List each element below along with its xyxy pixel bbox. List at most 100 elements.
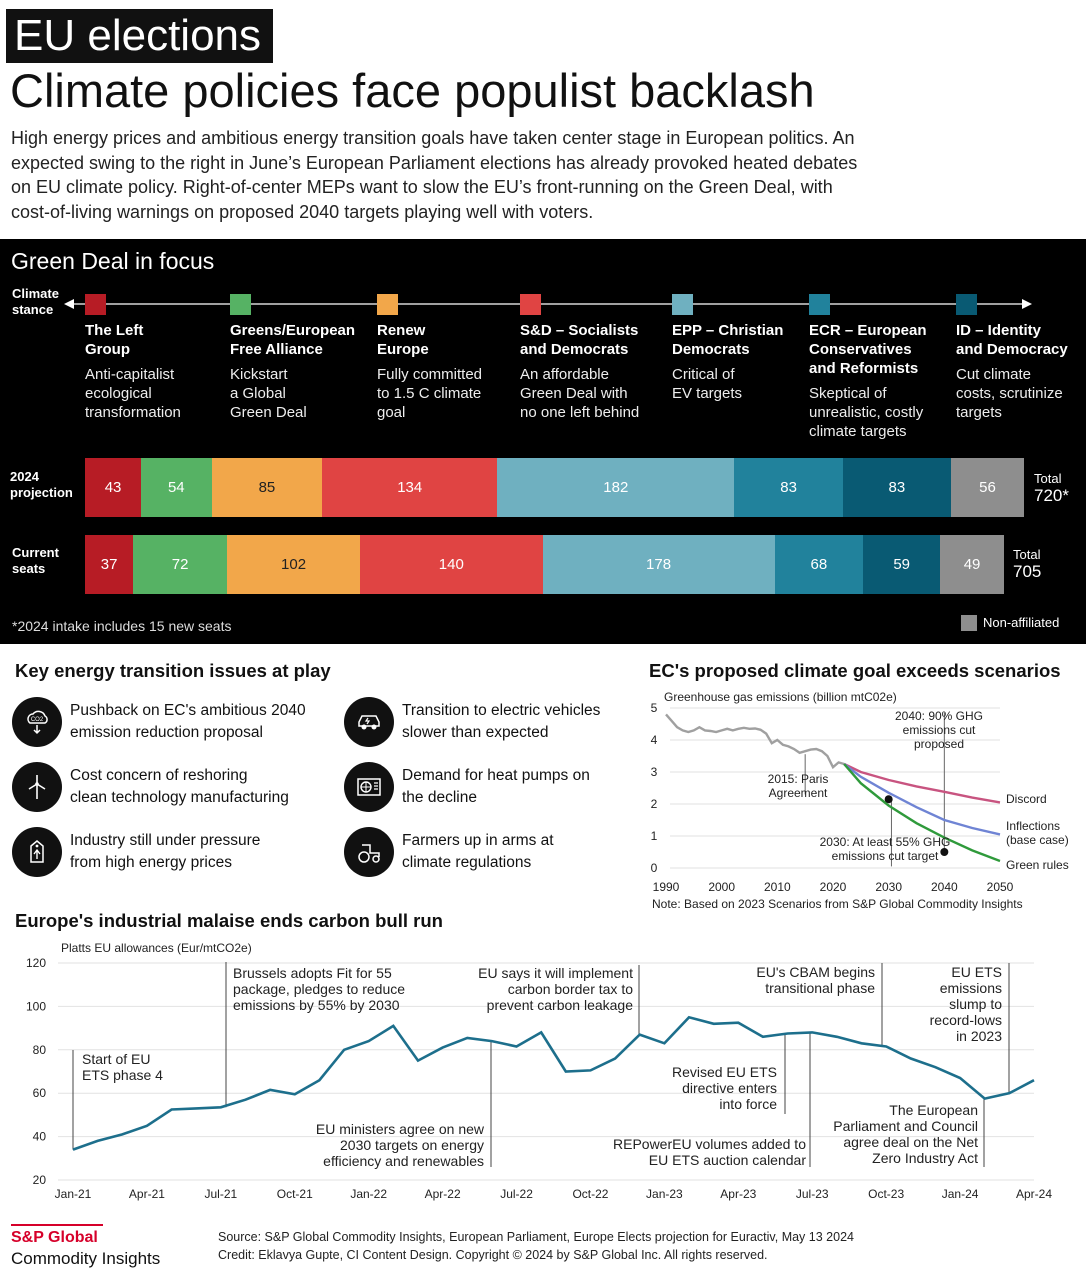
x-tick-label: Jul-22 — [500, 1187, 533, 1201]
party-stance: Anti-capitalist ecological transformation — [85, 366, 181, 421]
annotation-text: Agreement — [769, 786, 828, 800]
y-axis-label: Greenhouse gas emissions (billion mtC02e… — [664, 690, 897, 704]
seat-segment: 43 — [85, 458, 142, 517]
x-tick-label: 2020 — [820, 880, 847, 894]
series-line — [843, 763, 1001, 863]
target-point — [940, 848, 949, 856]
x-tick-label: Apr-22 — [425, 1187, 461, 1201]
y-axis-label: Platts EU allowances (Eur/mtCO2e) — [61, 941, 252, 955]
annotation-text: Start of EU — [82, 1051, 150, 1067]
issue-item: Cost concern of reshoring clean technolog… — [12, 762, 289, 812]
issue-item: Industry still under pressure from high e… — [12, 827, 260, 877]
party-column: S&D – Socialists and Democrats An affordab… — [520, 294, 670, 422]
x-tick-label: 2050 — [987, 880, 1014, 894]
x-tick-label: Oct-22 — [572, 1187, 608, 1201]
annotation-text: 2040: 90% GHG — [895, 709, 983, 723]
annotation-text: emissions — [940, 980, 1002, 996]
annotation-text: Brussels adopts Fit for 55 — [233, 965, 392, 981]
annotation-text: slump to — [949, 996, 1002, 1012]
annotation-text: EU's CBAM begins — [756, 964, 875, 980]
nonaffiliated-label: Non-affiliated — [983, 615, 1060, 630]
annotation-text: into force — [719, 1096, 777, 1112]
logo-division: Commodity Insights — [11, 1249, 161, 1268]
x-tick-label: 2040 — [931, 880, 958, 894]
x-tick-label: Apr-23 — [720, 1187, 756, 1201]
annotation-text: prevent carbon leakage — [487, 997, 634, 1013]
heat-pump-icon — [344, 762, 394, 812]
section-tag: EU elections — [6, 9, 274, 63]
total-projection: Total 720* — [1034, 471, 1069, 505]
party-stance: An affordable Green Deal with no one left … — [520, 366, 640, 421]
svg-text:CO2: CO2 — [31, 717, 44, 723]
party-stance: Cut climate costs, scrutinize targets — [956, 366, 1063, 421]
party-column: The Left Group Anti-capitalist ecological tr… — [85, 294, 225, 422]
series-line — [843, 762, 1001, 804]
issue-item: Farmers up in arms at climate regulations — [344, 827, 554, 877]
party-name: ID – Identity and Democracy — [956, 322, 1068, 358]
x-tick-label: Jan-21 — [55, 1187, 92, 1201]
seat-segment: 140 — [360, 535, 543, 594]
x-tick-label: 2000 — [708, 880, 735, 894]
series-line — [665, 713, 845, 770]
annotation-text: Zero Industry Act — [872, 1150, 978, 1166]
party-swatch — [520, 294, 541, 315]
green-deal-title: Green Deal in focus — [11, 248, 215, 274]
y-tick-label: 5 — [651, 701, 658, 715]
seat-segment: 56 — [950, 458, 1024, 517]
party-stance: Critical of EV targets — [672, 366, 743, 402]
annotation-text: in 2023 — [956, 1028, 1002, 1044]
x-tick-label: 1990 — [653, 880, 680, 894]
annotation-text: transitional phase — [765, 980, 875, 996]
issue-item: Demand for heat pumps on the decline — [344, 762, 590, 812]
annotation-text: record-lows — [930, 1012, 1002, 1028]
seat-segment: 83 — [734, 458, 843, 517]
annotation-text: Revised EU ETS — [672, 1064, 777, 1080]
logo-bar — [11, 1224, 103, 1226]
seat-segment: 83 — [842, 458, 951, 517]
party-name: EPP – Christian Democrats — [672, 322, 784, 358]
annotation-text: ETS phase 4 — [82, 1067, 163, 1083]
series-label: Discord — [1006, 792, 1047, 806]
seat-segment: 134 — [322, 458, 498, 517]
party-stance: Kickstart a Global Green Deal — [230, 366, 307, 421]
x-tick-label: Jan-24 — [942, 1187, 979, 1201]
wind-turbine-icon — [12, 762, 62, 812]
party-column: EPP – Christian Democrats Critical of EV ta… — [672, 294, 807, 403]
x-tick-label: Jul-23 — [796, 1187, 829, 1201]
party-name: Greens/European Free Alliance — [230, 322, 356, 358]
annotation-text: directive enters — [682, 1080, 777, 1096]
party-name: S&D – Socialists and Democrats — [520, 322, 639, 358]
carbon-price-chart: Platts EU allowances (Eur/mtCO2e) 20 40 60 8… — [26, 941, 1052, 1201]
y-tick-label: 4 — [651, 733, 658, 747]
x-tick-label: Jan-23 — [646, 1187, 683, 1201]
x-tick-label: 2030 — [875, 880, 902, 894]
price-tag-icon — [12, 827, 62, 877]
series-line — [843, 763, 1001, 836]
carbon-title: Europe's industrial malaise ends carbon … — [15, 910, 443, 931]
party-name: The Left Group — [85, 322, 144, 358]
party-swatch — [956, 294, 977, 315]
y-tick-label: 1 — [651, 829, 658, 843]
party-name: Renew Europe — [377, 322, 429, 358]
annotation-text: package, pledges to reduce — [233, 981, 405, 997]
y-tick-label: 120 — [26, 956, 46, 970]
y-tick-label: 60 — [33, 1086, 47, 1100]
x-tick-label: Oct-23 — [868, 1187, 904, 1201]
party-column: ECR – European Conservatives and Reformist… — [809, 294, 954, 441]
page-title: Climate policies face populist backlash — [10, 64, 815, 117]
seat-segment: 49 — [940, 535, 1004, 594]
annotation-text: 2015: Paris — [768, 772, 829, 786]
seat-segment: 178 — [542, 535, 775, 594]
issue-item: CO2 Pushback on EC's ambitious 2040 emiss… — [12, 697, 306, 747]
y-tick-label: 100 — [26, 999, 46, 1013]
row-label-projection: 2024 projection — [10, 469, 73, 500]
annotation-text: EU ministers agree on new — [316, 1121, 485, 1137]
seat-segment: 59 — [863, 535, 941, 594]
x-tick-label: 2010 — [764, 880, 791, 894]
party-stance: Skeptical of unrealistic, costly climate t… — [809, 385, 924, 440]
climate-stance-label: Climate stance — [12, 286, 59, 317]
annotation-text: emissions by 55% by 2030 — [233, 997, 400, 1013]
annotation-text: 2030 targets on energy — [340, 1137, 484, 1153]
co2-cloud-icon: CO2 — [12, 697, 62, 747]
tractor-icon — [344, 827, 394, 877]
